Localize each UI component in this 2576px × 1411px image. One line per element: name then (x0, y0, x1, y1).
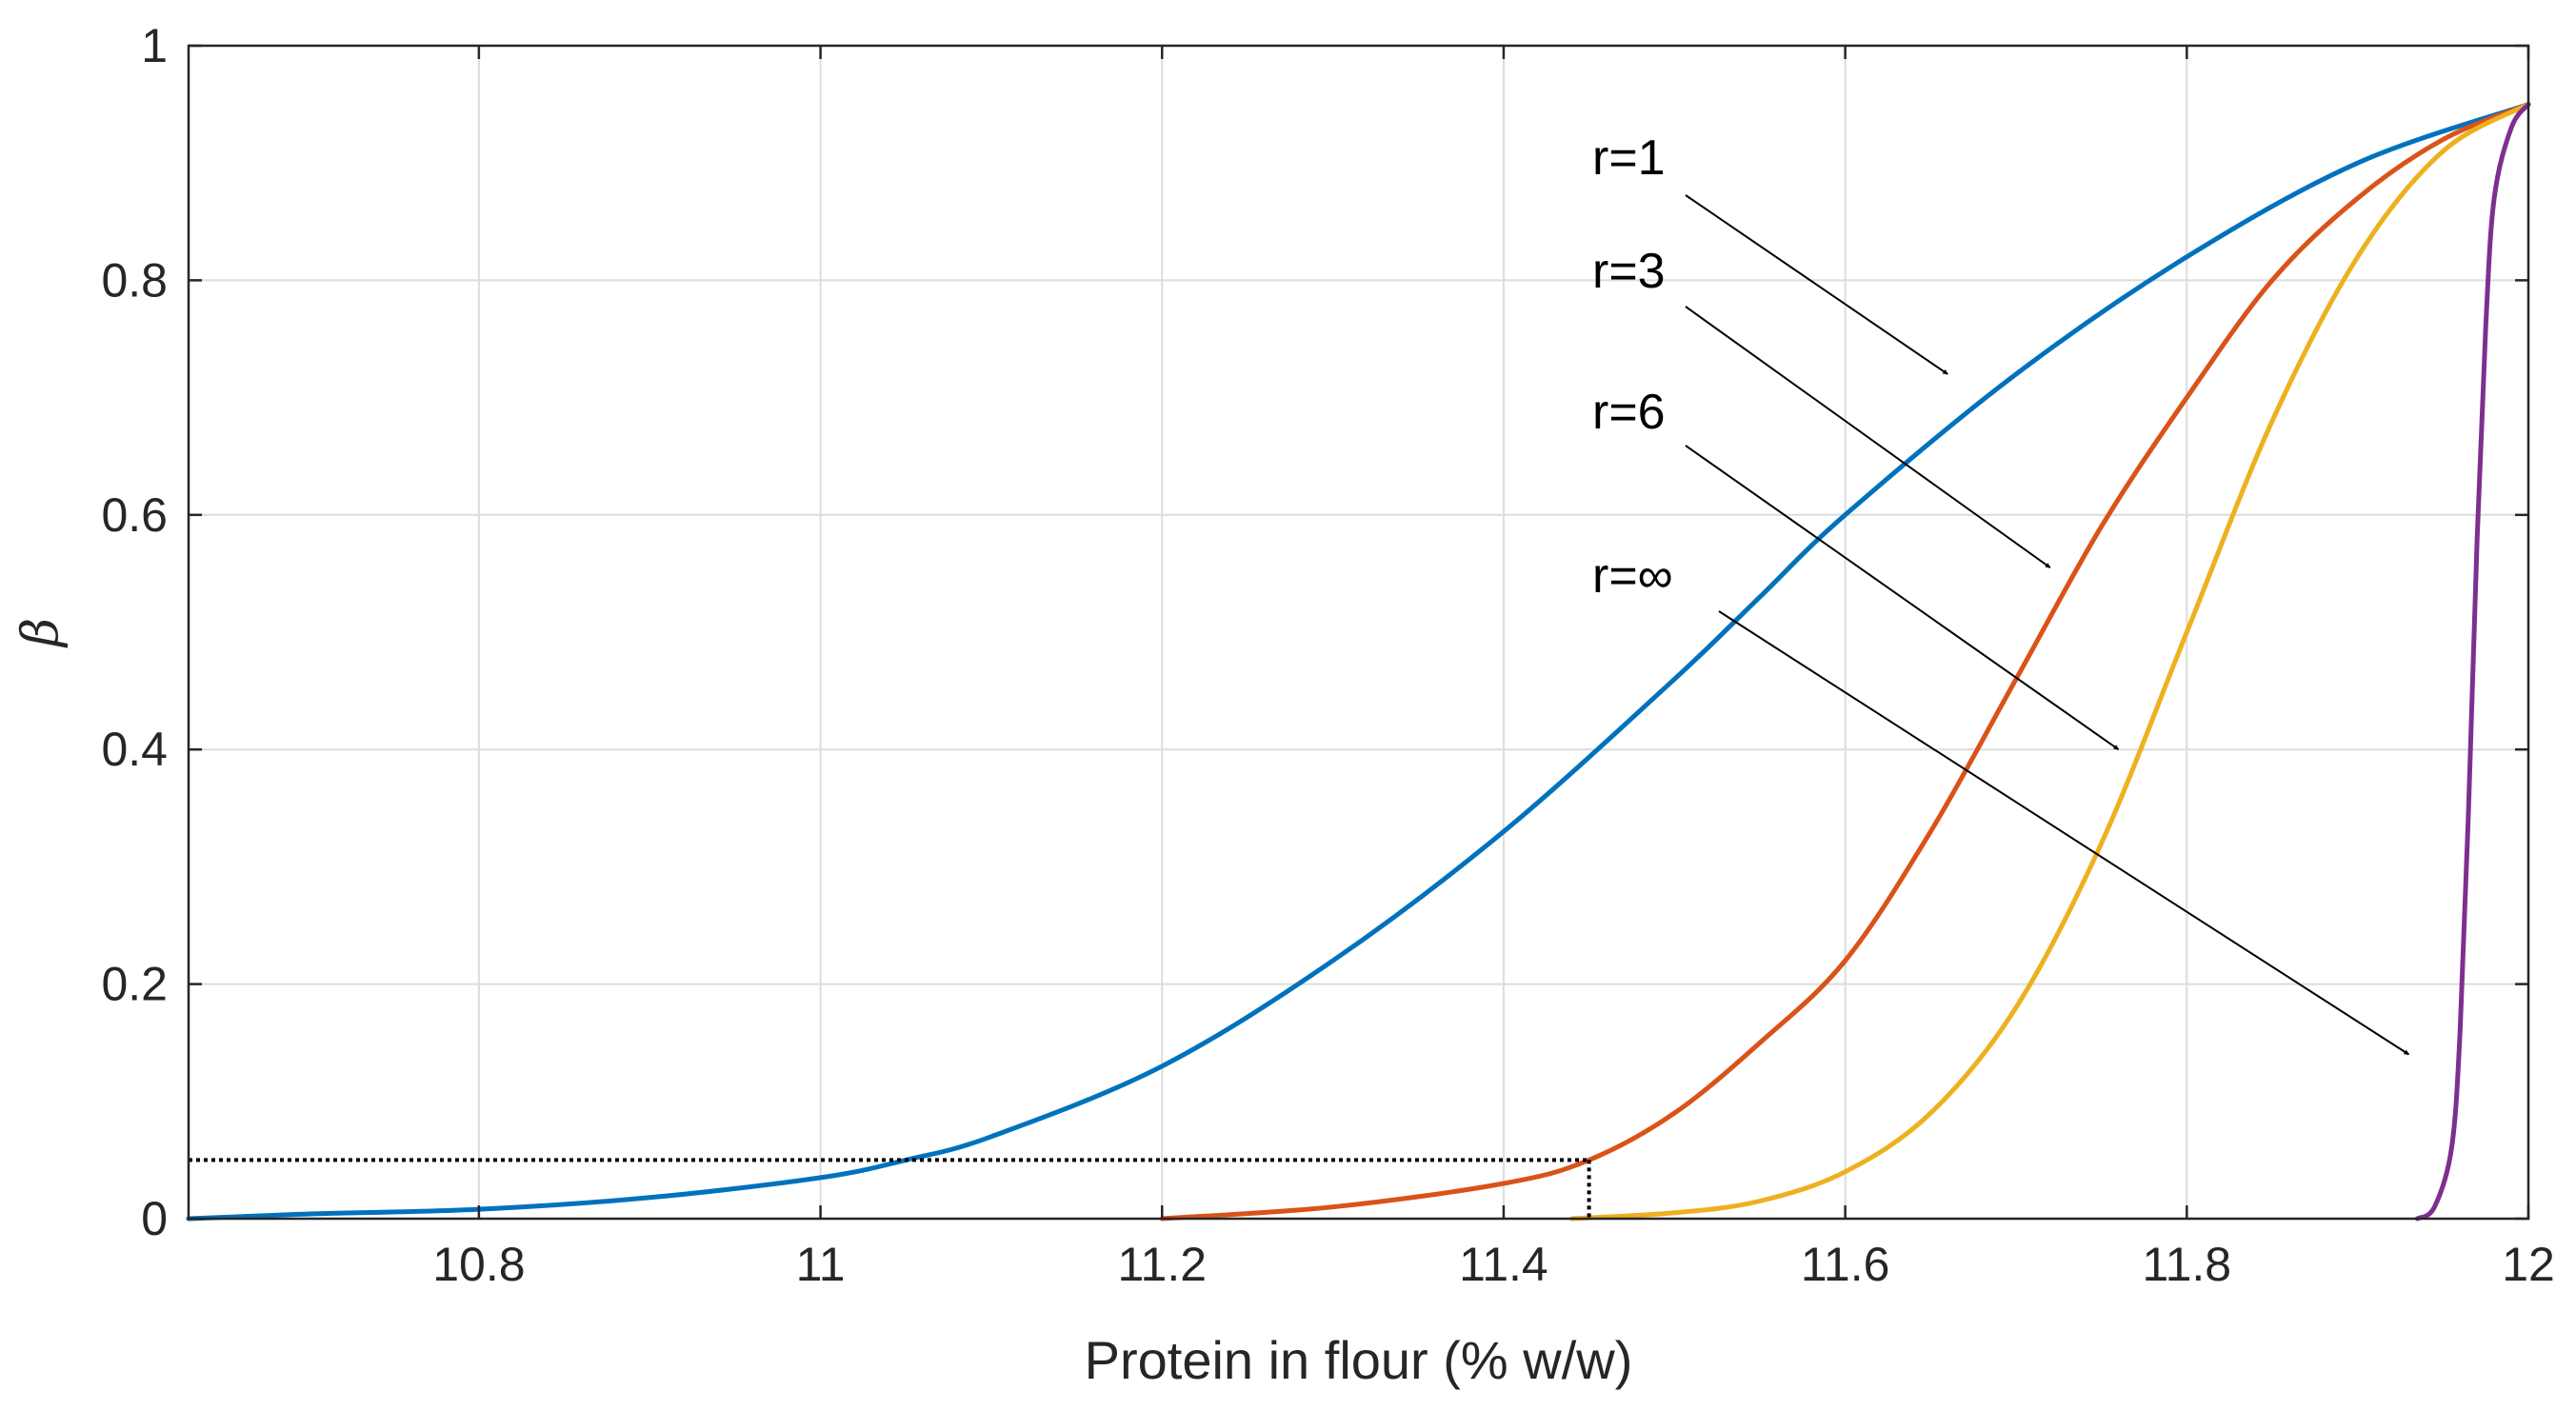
x-axis-title: Protein in flour (% w/w) (1085, 1330, 1633, 1390)
series-line-r1 (186, 102, 2531, 1222)
axis-ticks: 10.8 11 11.2 11.4 11.6 11.8 12 0 0.2 0.4 0.6 0.8 1 (101, 19, 2554, 1291)
plot-frame (187, 44, 2530, 1221)
x-tick-label: 11.2 (1117, 1238, 1207, 1291)
y-tick-label: 0.4 (101, 723, 168, 776)
y-axis-title: β (12, 618, 70, 648)
annotation-arrow-r6 (1685, 445, 2120, 751)
x-tick-label: 11.4 (1459, 1238, 1548, 1291)
y-tick-label: 1 (141, 19, 168, 72)
reference-lines (189, 1158, 1591, 1219)
series-line-rinf (2414, 102, 2531, 1222)
y-tick-label: 0 (141, 1192, 168, 1245)
annotations: r=1 r=3 r=6 r=∞ (1592, 130, 2410, 1056)
series-line-r3 (1159, 102, 2531, 1222)
grid-lines (189, 45, 2529, 1220)
annotation-label-r6: r=6 (1592, 385, 1666, 440)
y-tick-label: 0.8 (101, 253, 168, 307)
annotation-label-r1: r=1 (1592, 130, 1666, 186)
annotation-arrow-r3 (1685, 306, 2051, 569)
x-tick-label: 11 (796, 1238, 846, 1291)
x-tick-label: 12 (2502, 1238, 2555, 1291)
x-tick-label: 11.6 (1801, 1238, 1890, 1291)
x-tick-label: 11.8 (2143, 1238, 2232, 1291)
x-tick-label: 10.8 (432, 1238, 525, 1291)
series-lines (186, 102, 2531, 1222)
annotation-arrow-r1 (1685, 194, 1948, 375)
annotation-label-rinf: r=∞ (1592, 548, 1673, 604)
y-tick-label: 0.6 (101, 488, 168, 542)
series-line-r6 (1569, 102, 2531, 1222)
annotation-label-r3: r=3 (1592, 244, 1666, 299)
y-tick-label: 0.2 (101, 958, 168, 1011)
annotation-arrow-rinf (1718, 610, 2410, 1056)
